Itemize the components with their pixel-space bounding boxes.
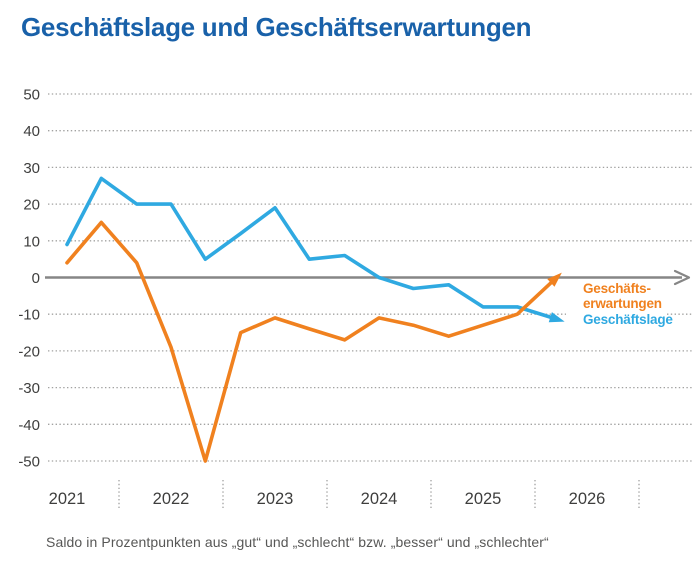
series-line-geschftslage bbox=[65, 176, 555, 320]
chart-footnote: Saldo in Prozentpunkten aus „gut“ und „s… bbox=[46, 534, 549, 550]
y-axis-label-50: 50 bbox=[23, 87, 40, 104]
legend-label-geschaeftserwartungen: Geschäfts-erwartungen bbox=[583, 281, 662, 311]
y-axis-label--10: -10 bbox=[18, 307, 40, 324]
x-axis-label-2022: 2022 bbox=[153, 490, 190, 508]
zero-axis-arrow-icon bbox=[673, 269, 691, 286]
y-axis-label--30: -30 bbox=[18, 380, 40, 397]
series-arrowhead-icon-geschftslage bbox=[548, 312, 565, 323]
y-axis-label--50: -50 bbox=[18, 454, 40, 471]
x-axis-label-2026: 2026 bbox=[569, 490, 606, 508]
x-axis-label-2023: 2023 bbox=[257, 490, 294, 508]
legend-label-geschaeftserwartungen-line1: Geschäfts- bbox=[583, 281, 651, 296]
legend-label-geschaeftserwartungen-line2: erwartungen bbox=[583, 296, 662, 311]
x-axis-label-2024: 2024 bbox=[361, 490, 398, 508]
y-axis-label-20: 20 bbox=[23, 197, 40, 214]
y-axis-label-40: 40 bbox=[23, 123, 40, 140]
x-axis-label-2025: 2025 bbox=[465, 490, 502, 508]
y-axis-label-0: 0 bbox=[32, 270, 40, 287]
y-axis-label--40: -40 bbox=[18, 417, 40, 434]
line-chart-canvas: 50 40 30 20 10 0 -10 -20 -30 -40 -50 2021 2022 2023 20… bbox=[18, 87, 692, 510]
y-axis-label-10: 10 bbox=[23, 233, 40, 250]
series-arrowhead-icon-geschftserwartungen bbox=[547, 272, 562, 287]
x-axis-label-2021: 2021 bbox=[49, 490, 86, 508]
series-line-geschftserwartungen bbox=[65, 220, 555, 463]
legend-label-geschaeftslage: Geschäftslage bbox=[583, 312, 673, 327]
y-axis-label--20: -20 bbox=[18, 343, 40, 360]
chart-title: Geschäftslage und Geschäftserwartungen bbox=[21, 12, 532, 42]
y-axis-label-30: 30 bbox=[23, 160, 40, 177]
